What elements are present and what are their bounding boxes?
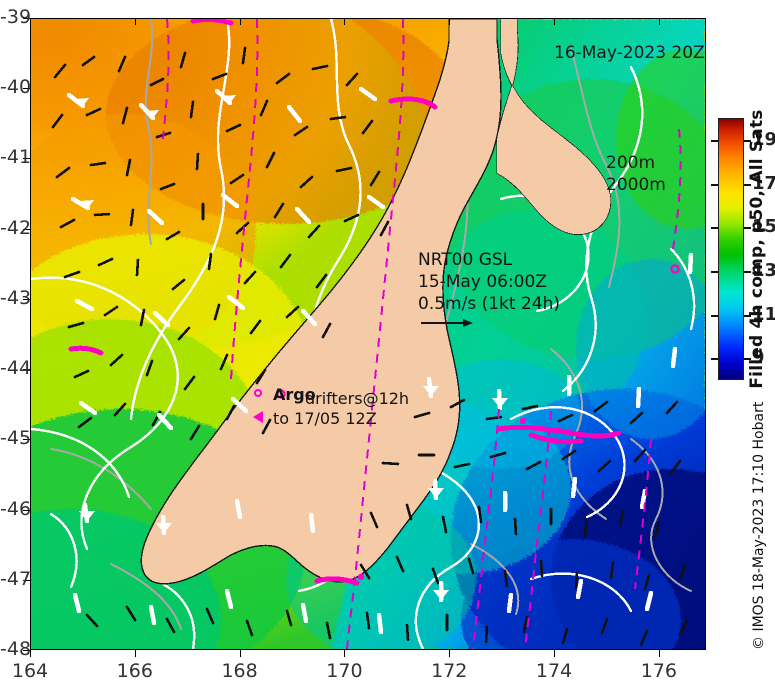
colorbar-tick [744, 358, 751, 361]
argo-positions [276, 264, 680, 581]
map-canvas: 16-May-2023 20Z 200m 2000m NRT00 GSL 15-… [31, 19, 705, 649]
colorbar-tick-left [711, 314, 718, 317]
drifter-tracks [68, 19, 682, 649]
x-tick-label: 164 [11, 660, 49, 682]
land-fill [449, 19, 611, 235]
colorbar-tick-left [711, 227, 718, 230]
y-tick [23, 158, 30, 160]
y-tick-label: -43 [0, 286, 32, 309]
colorbar-tick [744, 183, 751, 186]
y-tick [23, 298, 30, 300]
colorbar-title: Filled 4h comp, p50, All Sats [747, 109, 767, 389]
y-tick [23, 650, 30, 651]
credit-label: © IMOS 18-May-2023 17:10 Hobart [751, 401, 767, 650]
colorbar-tick [744, 314, 751, 317]
x-tick [239, 650, 241, 657]
current-vector-heads [75, 95, 508, 600]
colorbar: 9 11 13 15 17 19 [711, 118, 775, 380]
colorbar-tick-left [711, 183, 718, 186]
argo-legend-block: Argo drifters@12h to 17/05 12Z [251, 385, 409, 429]
current-vectors-black [51, 46, 689, 647]
y-tick [23, 18, 30, 19]
map-svg [31, 19, 705, 649]
current-source-block: NRT00 GSL 15-May 06:00Z 0.5m/s (1kt 24h) [418, 249, 560, 315]
colorbar-tick-label: 13 [752, 259, 775, 281]
colorbar-gradient [718, 118, 744, 380]
colorbar-tick-label: 17 [752, 172, 775, 194]
x-tick-label: 176 [640, 660, 677, 682]
colorbar-tick-left [711, 139, 718, 142]
colorbar-tick [744, 270, 751, 273]
x-tick [344, 650, 346, 657]
x-tick-label: 174 [535, 660, 573, 682]
current-scale-label: 0.5m/s (1kt 24h) [418, 294, 560, 314]
x-tick-label: 168 [221, 660, 258, 682]
y-tick [23, 369, 30, 371]
x-tick [554, 650, 556, 657]
drifter-marker-icon [253, 411, 263, 423]
current-vectors [51, 46, 694, 647]
current-time-label: 15-May 06:00Z [418, 272, 547, 292]
map-plot-area: 16-May-2023 20Z 200m 2000m NRT00 GSL 15-… [30, 18, 706, 650]
y-tick-label: -45 [0, 427, 32, 450]
y-tick-label: -41 [0, 146, 32, 169]
x-tick-top [554, 18, 556, 25]
y-tick [23, 439, 30, 441]
y-tick [23, 509, 30, 511]
colorbar-tick-left [711, 358, 718, 361]
timestamp-label: 16-May-2023 20Z [554, 43, 705, 63]
colorbar-tick [744, 139, 751, 142]
x-tick-top [134, 18, 136, 25]
argo-label: Argo [273, 385, 316, 404]
argo-marker-icon [254, 389, 262, 397]
drifters-label: drifters@12h [305, 389, 410, 408]
contour-200m-label: 200m [606, 153, 656, 173]
x-tick-top [239, 18, 241, 25]
colorbar-tick [744, 227, 751, 230]
x-tick [30, 650, 31, 657]
y-tick-label: -42 [0, 216, 32, 239]
x-tick-top [344, 18, 346, 25]
colorbar-tick-left [711, 270, 718, 273]
y-tick-label: -39 [0, 6, 32, 28]
y-tick [23, 228, 30, 230]
contour-2000m-label: 2000m [606, 175, 666, 195]
x-tick-label: 166 [116, 660, 153, 682]
x-tick [449, 650, 451, 657]
x-tick-top [449, 18, 451, 25]
colorbar-tick-label: 11 [752, 303, 775, 325]
x-tick [658, 650, 660, 657]
x-tick [134, 650, 136, 657]
colorbar-tick-label: 15 [752, 216, 775, 238]
x-tick-label: 172 [431, 660, 468, 682]
colorbar-tick-label: 9 [752, 347, 765, 369]
y-tick-label: -48 [0, 638, 32, 660]
x-tick-top [658, 18, 660, 25]
drifters-period-label: to 17/05 12Z [273, 409, 377, 428]
x-tick-label: 170 [326, 660, 363, 682]
y-tick [23, 88, 30, 90]
y-tick [23, 579, 30, 581]
y-tick-label: -46 [0, 497, 32, 520]
y-tick-label: -44 [0, 357, 32, 380]
current-source-label: NRT00 GSL [418, 250, 513, 270]
colorbar-tick-label: 19 [752, 128, 775, 150]
current-scale-arrow-icon [421, 319, 473, 327]
x-tick-top [30, 18, 31, 25]
y-tick-label: -40 [0, 76, 32, 99]
y-tick-label: -47 [0, 567, 32, 590]
